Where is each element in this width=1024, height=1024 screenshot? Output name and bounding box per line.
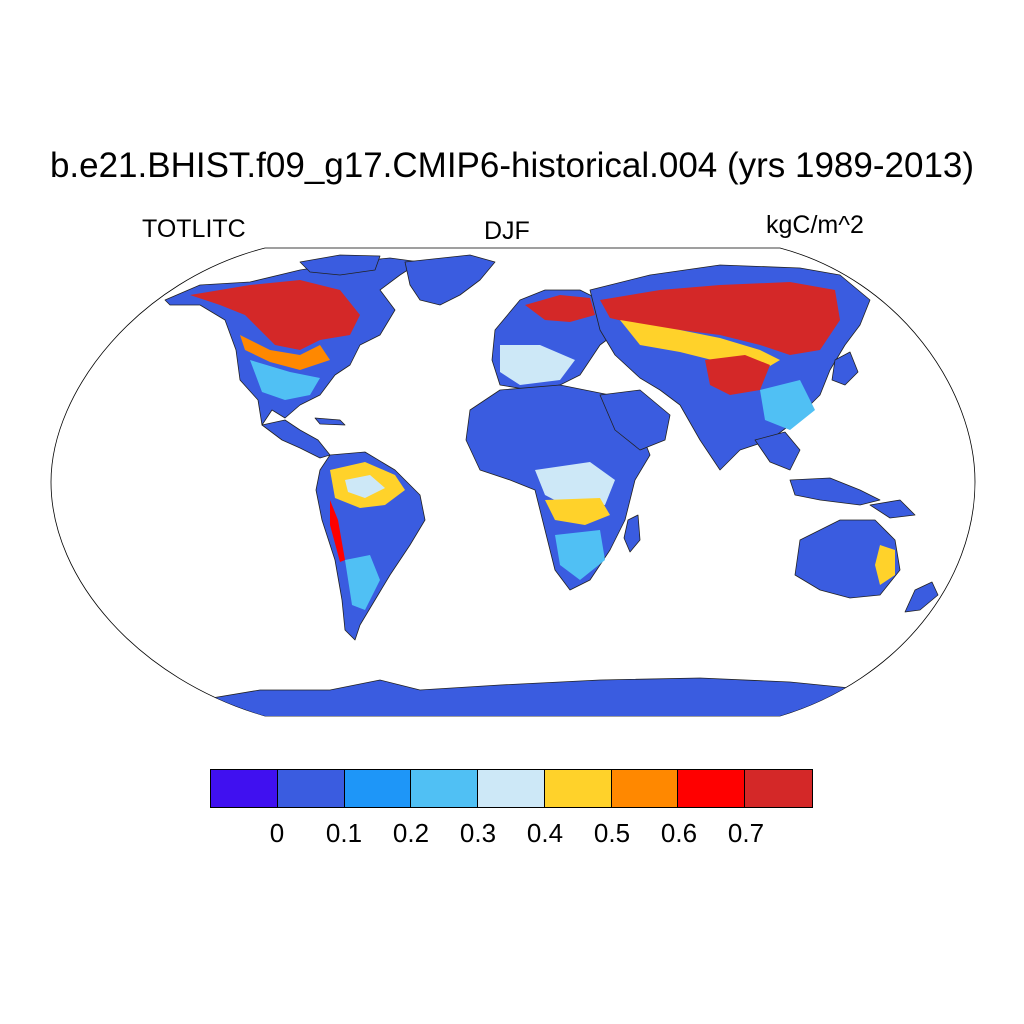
tibet-litter-red	[705, 355, 770, 395]
colorbar-bin-3	[344, 770, 412, 807]
australia	[794, 519, 901, 599]
europe-litter-light	[500, 345, 575, 385]
north-america-litter-high	[190, 280, 360, 350]
siberia-litter-red	[600, 282, 840, 355]
variable-label: TOTLITC	[142, 215, 246, 243]
colorbar-bin-4	[411, 770, 479, 807]
new-zealand	[904, 581, 939, 613]
colorbar-bin-6	[544, 770, 612, 807]
antarctica	[149, 677, 901, 716]
indonesia	[789, 477, 881, 506]
colorbar-tick-label: 0.4	[526, 818, 564, 848]
canada-litter-mid	[240, 335, 330, 370]
andes-litter-red	[330, 500, 345, 562]
japan	[831, 351, 859, 386]
south-america-south-light	[345, 555, 380, 610]
colorbar-bin-5	[478, 770, 545, 807]
colorbar-tick-label: 0.6	[660, 818, 698, 848]
colorbar-bin-9	[745, 770, 812, 807]
colorbar-tick-label: 0.3	[459, 818, 497, 848]
colorbar-bin-2	[277, 770, 345, 807]
colorbar-tick-label: 0.2	[392, 818, 430, 848]
colorbar-tick-label: 0.7	[727, 818, 765, 848]
new-guinea	[869, 499, 916, 519]
arabian-peninsula	[599, 389, 671, 451]
caribbean-islands	[314, 417, 346, 426]
china-litter-light	[760, 380, 815, 430]
madagascar	[623, 514, 641, 553]
colorbar-tick-label: 0.5	[593, 818, 631, 848]
australia-coast-warm	[875, 545, 895, 585]
colorbar-tick-label: 0.1	[325, 818, 363, 848]
scandinavia-litter-red	[525, 295, 595, 322]
central-africa-light	[535, 462, 615, 508]
southeast-asia	[754, 431, 801, 471]
colorbar-tick-label: 0	[269, 818, 285, 848]
colorbar	[210, 769, 813, 808]
amazon-litter-light	[345, 475, 385, 498]
central-africa-warm	[545, 498, 610, 525]
southern-africa-light	[555, 530, 605, 580]
colorbar-bin-8	[678, 770, 746, 807]
plot-title: b.e21.BHIST.f09_g17.CMIP6-historical.004…	[49, 146, 975, 185]
units-label: kgC/m^2	[766, 211, 864, 239]
arctic-islands	[299, 254, 381, 276]
us-litter-light	[250, 360, 320, 400]
greenland	[404, 254, 496, 306]
colorbar-bin-7	[611, 770, 679, 807]
season-label: DJF	[484, 217, 530, 245]
colorbar-bin-1	[211, 770, 278, 807]
